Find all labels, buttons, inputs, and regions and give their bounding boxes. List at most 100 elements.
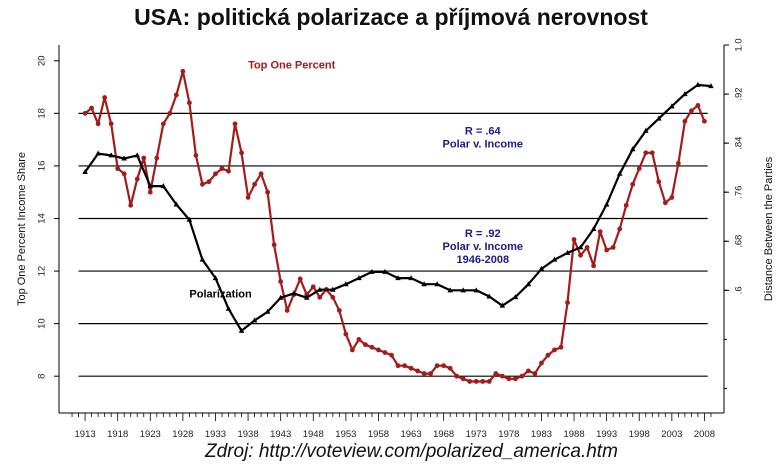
income-share-point [656, 179, 662, 185]
income-share-point [193, 153, 199, 158]
income-share-point [630, 181, 636, 187]
income-share-point [623, 202, 629, 208]
income-share-point [186, 100, 192, 106]
income-share-point [89, 105, 94, 111]
income-share-point [278, 279, 284, 284]
polarization-point [199, 256, 206, 262]
polarization-point [682, 91, 688, 97]
polarization-point [512, 294, 519, 300]
polarization-point [708, 83, 714, 89]
polarization-point [95, 150, 101, 156]
polarization-point [225, 305, 232, 311]
polarization-point [369, 268, 375, 274]
left-tick-label: 12 [37, 266, 48, 277]
income-share-point [284, 308, 290, 313]
income-share-point [493, 371, 499, 376]
income-share-point [226, 168, 231, 174]
polarization-point [290, 290, 297, 296]
polarization-point [669, 103, 675, 109]
income-share-point [245, 195, 251, 200]
income-share-point [349, 347, 355, 353]
income-share-point [141, 155, 147, 161]
left-tick-label: 18 [37, 108, 48, 119]
source-caption: Zdroj: http://voteview.com/polarized_ame… [205, 441, 618, 462]
polarization-point [330, 286, 336, 292]
income-share-point [617, 226, 623, 232]
polarization-point [603, 201, 610, 207]
polarization-point [629, 146, 636, 152]
x-tick-label: 1953 [335, 429, 356, 440]
income-share-point [597, 229, 603, 235]
income-share-point [539, 360, 544, 366]
polarization-point [382, 268, 388, 274]
income-share-point [95, 121, 101, 127]
income-share-point [402, 363, 407, 369]
income-share-point [408, 365, 414, 371]
polarization-point [408, 275, 414, 281]
income-share-point [160, 121, 166, 127]
income-share-point [552, 347, 557, 353]
income-share-point [454, 373, 460, 379]
income-share-point [219, 166, 225, 171]
polarization-point [486, 293, 493, 299]
polarization-point [303, 294, 310, 300]
x-tick-label: 1958 [368, 429, 389, 440]
x-tick-label: 1978 [498, 429, 519, 440]
income-share-point [200, 181, 205, 187]
x-tick-label: 1928 [172, 429, 193, 440]
right-tick-label: 1.0 [734, 38, 745, 51]
income-share-point [473, 379, 479, 384]
left-tick-label: 16 [37, 161, 48, 172]
annotation-0-line-0: Top One Percent [248, 60, 336, 72]
income-share-point [578, 252, 583, 258]
income-share-point [265, 189, 271, 195]
income-share-point [649, 150, 655, 156]
x-tick-label: 1923 [140, 429, 161, 440]
income-share-point [695, 103, 701, 108]
left-tick-label: 10 [37, 318, 48, 329]
polarization-point [656, 115, 662, 121]
right-tick-label: .68 [734, 235, 745, 248]
income-share-point [206, 179, 212, 185]
right-axis-title: Distance Between the Parties [763, 156, 775, 301]
income-share-point [689, 108, 694, 114]
income-share-point [180, 68, 186, 74]
annotation-3-line-0: R = .92 [465, 228, 501, 240]
polarization-point [277, 294, 284, 300]
income-share-point [213, 171, 218, 177]
x-tick-label: 1938 [237, 429, 258, 440]
income-share-point [584, 245, 590, 250]
x-tick-label: 1913 [75, 429, 96, 440]
income-share-point [447, 365, 453, 371]
polarization-point [564, 249, 571, 255]
x-tick-label: 1933 [205, 429, 226, 440]
polarization-point [173, 201, 180, 207]
polarization-point [121, 155, 127, 161]
income-share-point [526, 368, 531, 374]
polarization-point [538, 265, 545, 271]
income-share-point [317, 294, 323, 300]
income-share-point [173, 92, 179, 98]
income-share-point [636, 166, 642, 171]
income-share-point [382, 350, 388, 355]
gridlines [78, 112, 708, 377]
income-share-point [310, 284, 316, 290]
polarization-point [343, 281, 349, 287]
polarization-point [447, 287, 453, 293]
income-share-point [389, 352, 394, 358]
income-share-point [356, 337, 362, 342]
polarization-point [616, 170, 623, 176]
left-tick-label: 14 [37, 213, 48, 224]
income-share-point [343, 331, 349, 337]
income-share-point [121, 171, 127, 177]
income-share-point [669, 195, 675, 200]
polarization-point [551, 256, 558, 262]
income-share-point [434, 363, 440, 369]
polarization-point [525, 281, 532, 287]
x-tick-label: 1968 [433, 429, 454, 440]
left-tick-label: 8 [37, 374, 48, 379]
income-share-point [369, 344, 375, 350]
x-tick-label: 1948 [303, 429, 324, 440]
